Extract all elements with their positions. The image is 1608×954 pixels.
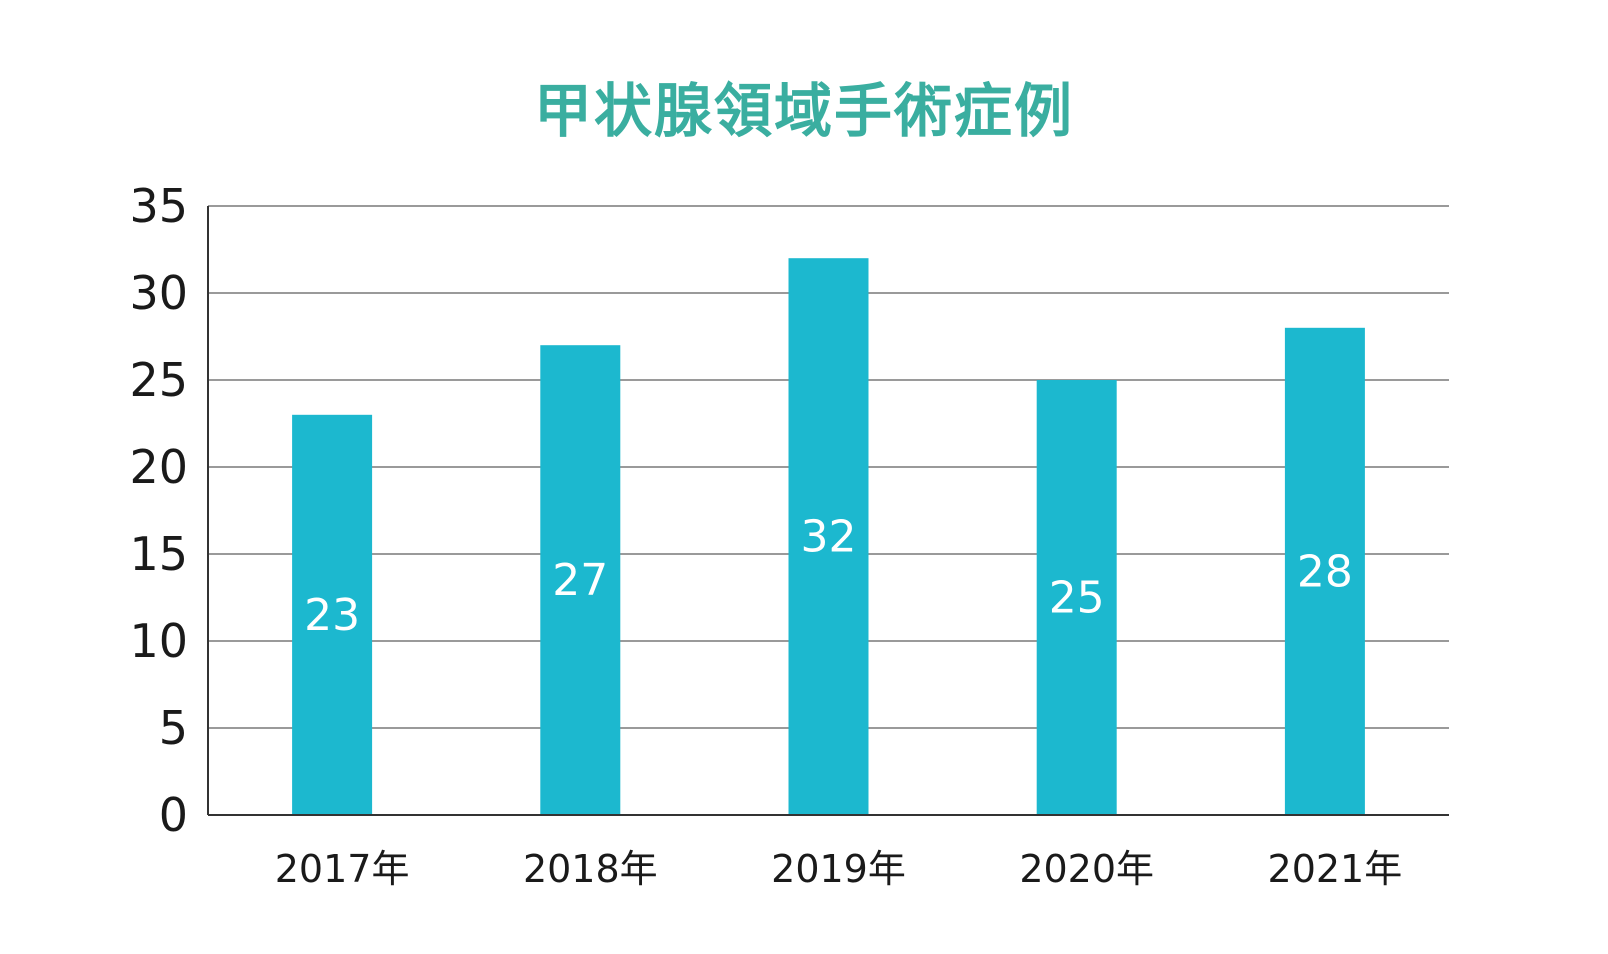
y-tick-label: 10 bbox=[129, 614, 188, 668]
y-tick-label: 15 bbox=[129, 527, 188, 581]
axes bbox=[207, 206, 1449, 816]
bar bbox=[788, 258, 869, 815]
bar-value-label: 27 bbox=[552, 555, 608, 606]
y-tick-label: 35 bbox=[129, 179, 188, 233]
y-tick-labels: 0 5 10 15 20 25 30 35 bbox=[129, 179, 188, 842]
y-tick-label: 5 bbox=[159, 701, 188, 755]
bar bbox=[540, 345, 621, 815]
bar-value-label: 25 bbox=[1049, 573, 1105, 624]
x-tick-label: 2019年 bbox=[771, 847, 906, 891]
bar bbox=[1036, 380, 1117, 815]
x-tick-label: 2021年 bbox=[1268, 847, 1403, 891]
bar bbox=[292, 414, 373, 815]
x-tick-label: 2018年 bbox=[523, 847, 658, 891]
bar-value-label: 28 bbox=[1297, 546, 1353, 597]
bars bbox=[292, 258, 1365, 815]
bar-value-label: 32 bbox=[801, 512, 857, 563]
y-tick-label: 0 bbox=[159, 788, 188, 842]
chart-title: 甲状腺領域手術症例 bbox=[533, 77, 1074, 145]
y-tick-label: 30 bbox=[129, 266, 188, 320]
data-labels: 23 27 32 25 28 bbox=[304, 512, 1353, 641]
bar bbox=[1284, 327, 1365, 815]
y-tick-label: 20 bbox=[129, 440, 188, 494]
x-tick-labels: 2017年 2018年 2019年 2020年 2021年 bbox=[275, 847, 1403, 891]
x-tick-label: 2017年 bbox=[275, 847, 410, 891]
x-tick-label: 2020年 bbox=[1019, 847, 1154, 891]
bar-value-label: 23 bbox=[304, 590, 360, 641]
y-tick-label: 25 bbox=[129, 353, 188, 407]
